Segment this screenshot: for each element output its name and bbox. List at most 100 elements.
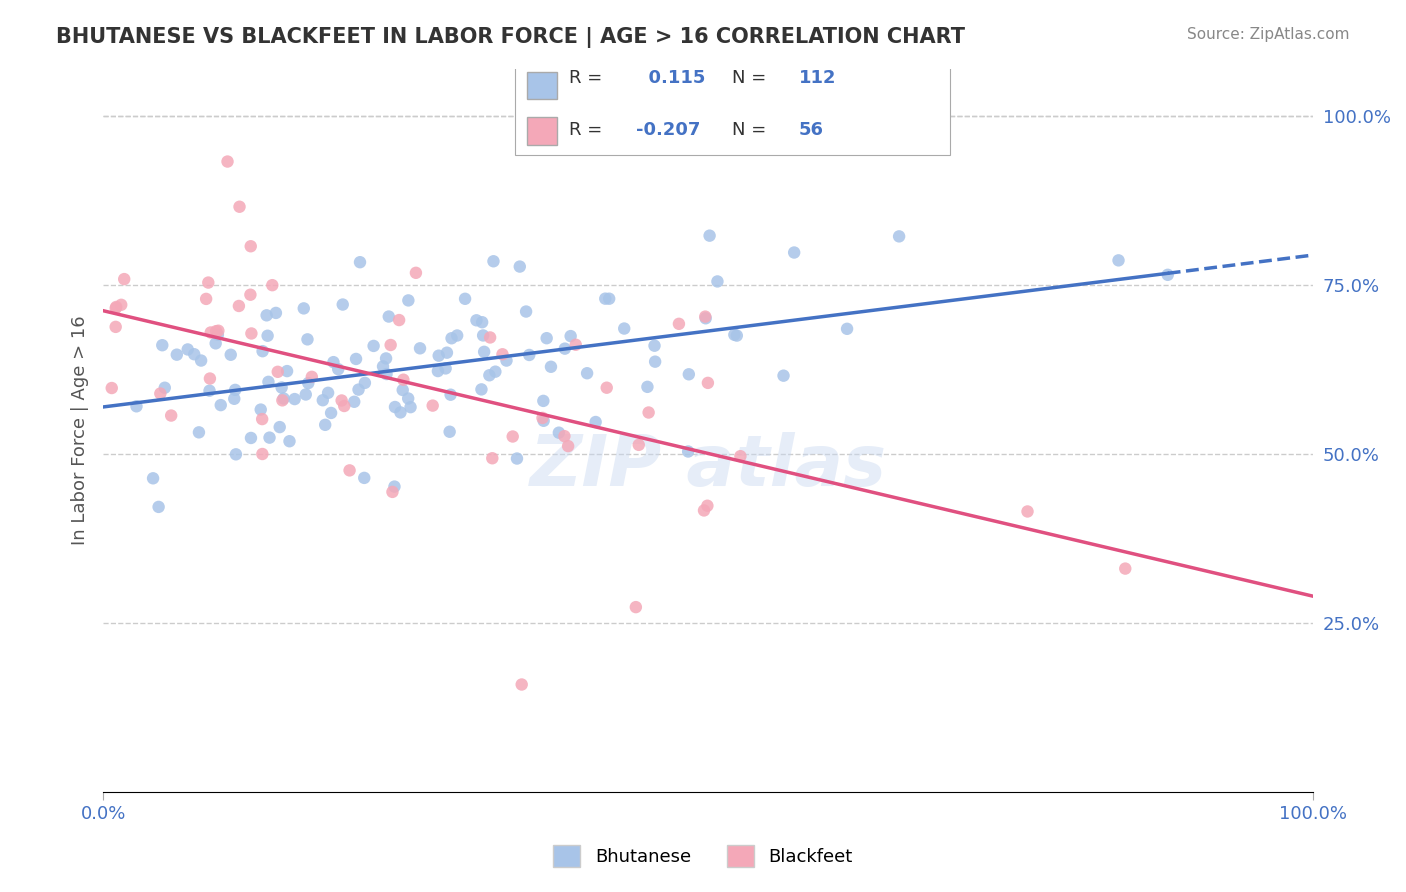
Point bbox=[426, 364, 449, 378]
Point bbox=[297, 376, 319, 390]
Point bbox=[148, 500, 170, 514]
Point bbox=[644, 339, 666, 353]
Point bbox=[239, 287, 262, 301]
Point bbox=[554, 342, 576, 356]
Point bbox=[427, 349, 450, 363]
Point bbox=[332, 297, 354, 311]
Point bbox=[491, 347, 513, 361]
Point bbox=[278, 434, 301, 449]
Point bbox=[422, 399, 444, 413]
Point bbox=[270, 380, 292, 394]
Point bbox=[676, 444, 699, 458]
Point bbox=[166, 348, 188, 362]
Point bbox=[388, 313, 411, 327]
Point bbox=[292, 301, 315, 316]
Point bbox=[224, 383, 246, 397]
Point bbox=[328, 362, 350, 376]
Text: ZIP atlas: ZIP atlas bbox=[530, 432, 887, 501]
Point bbox=[436, 345, 458, 359]
Point bbox=[177, 343, 200, 357]
Point bbox=[470, 383, 492, 397]
Point bbox=[228, 299, 250, 313]
Point bbox=[217, 154, 239, 169]
Point bbox=[349, 255, 371, 269]
Point bbox=[637, 405, 659, 419]
Text: 56: 56 bbox=[799, 121, 824, 139]
Point bbox=[1157, 268, 1180, 282]
Point bbox=[207, 324, 229, 338]
Point bbox=[396, 293, 419, 308]
Text: -0.207: -0.207 bbox=[636, 121, 700, 139]
Point bbox=[478, 368, 501, 383]
Point bbox=[228, 200, 250, 214]
Point bbox=[347, 383, 370, 397]
Point bbox=[344, 351, 367, 366]
Point bbox=[301, 369, 323, 384]
Point bbox=[668, 317, 690, 331]
Point bbox=[517, 348, 540, 362]
Point bbox=[471, 315, 494, 329]
Point bbox=[204, 336, 226, 351]
Point bbox=[183, 347, 205, 361]
Point bbox=[239, 239, 262, 253]
Point bbox=[596, 381, 619, 395]
Point bbox=[531, 411, 554, 425]
Point bbox=[706, 275, 728, 289]
Point bbox=[239, 431, 262, 445]
Point bbox=[536, 331, 558, 345]
Point bbox=[439, 387, 461, 401]
Point bbox=[110, 298, 132, 312]
Point bbox=[481, 451, 503, 466]
Point bbox=[198, 384, 221, 398]
Point bbox=[484, 365, 506, 379]
Point bbox=[695, 311, 717, 326]
Point bbox=[271, 393, 294, 408]
Point bbox=[343, 394, 366, 409]
Point bbox=[540, 359, 562, 374]
Point bbox=[195, 292, 218, 306]
Point bbox=[224, 392, 246, 406]
Point bbox=[446, 328, 468, 343]
Point bbox=[723, 327, 745, 342]
Point bbox=[564, 337, 586, 351]
Point bbox=[547, 425, 569, 440]
Point bbox=[240, 326, 263, 341]
Point bbox=[142, 471, 165, 485]
Point bbox=[160, 409, 183, 423]
Point bbox=[696, 376, 718, 390]
Point bbox=[257, 375, 280, 389]
Point bbox=[560, 329, 582, 343]
Point bbox=[695, 310, 717, 324]
Point bbox=[354, 376, 377, 390]
Point bbox=[593, 292, 616, 306]
Point bbox=[294, 387, 316, 401]
Point bbox=[375, 367, 398, 381]
Point bbox=[598, 292, 620, 306]
Point bbox=[627, 438, 650, 452]
Point bbox=[219, 348, 242, 362]
Point bbox=[391, 383, 413, 397]
Point bbox=[533, 414, 555, 428]
Point bbox=[207, 327, 229, 342]
Point bbox=[509, 260, 531, 274]
Point bbox=[835, 322, 858, 336]
Point bbox=[314, 417, 336, 432]
Point bbox=[636, 380, 658, 394]
Text: R =: R = bbox=[569, 70, 602, 87]
Point bbox=[319, 406, 342, 420]
Point bbox=[405, 266, 427, 280]
Point bbox=[112, 272, 135, 286]
Point bbox=[339, 463, 361, 477]
Point bbox=[531, 393, 554, 408]
Point bbox=[624, 600, 647, 615]
Point bbox=[725, 328, 748, 343]
Point bbox=[363, 339, 385, 353]
Point bbox=[472, 344, 495, 359]
Text: Source: ZipAtlas.com: Source: ZipAtlas.com bbox=[1187, 27, 1350, 42]
Point bbox=[284, 392, 307, 406]
Point bbox=[267, 365, 290, 379]
Point bbox=[510, 677, 533, 691]
Point bbox=[396, 392, 419, 406]
Y-axis label: In Labor Force | Age > 16: In Labor Force | Age > 16 bbox=[72, 316, 89, 545]
Point bbox=[225, 447, 247, 461]
